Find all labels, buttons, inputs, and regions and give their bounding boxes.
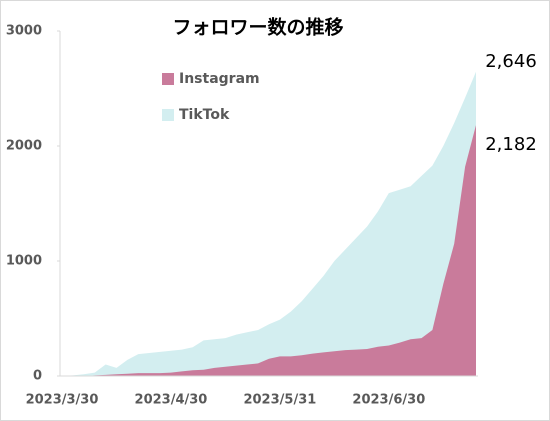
legend-label: TikTok xyxy=(179,107,230,123)
y-tick-label: 3000 xyxy=(6,24,42,39)
y-tick-label: 1000 xyxy=(6,254,42,269)
legend-label: Instagram xyxy=(179,71,260,87)
x-tick-label: 2023/5/31 xyxy=(243,393,316,408)
y-tick-label: 0 xyxy=(33,369,42,384)
data-label: 2,646 xyxy=(485,51,537,72)
y-tick-label: 2000 xyxy=(6,139,42,154)
x-tick-label: 2023/4/30 xyxy=(135,393,208,408)
legend-swatch xyxy=(162,109,174,121)
x-tick-label: 2023/6/30 xyxy=(352,393,425,408)
legend-swatch xyxy=(162,73,174,85)
area xyxy=(62,71,476,376)
area xyxy=(62,125,476,376)
data-label: 2,182 xyxy=(485,134,537,155)
chart-title: フォロワー数の推移 xyxy=(172,16,343,39)
x-tick-label: 2023/3/30 xyxy=(26,393,99,408)
